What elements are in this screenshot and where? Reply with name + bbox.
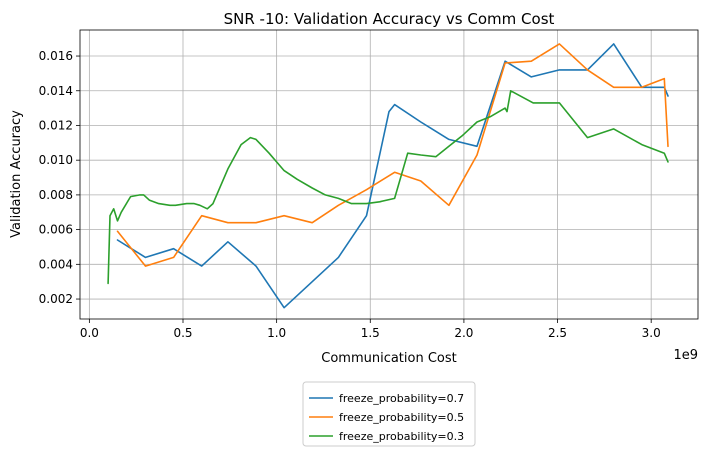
y-tick-label: 0.010 [39, 153, 73, 167]
y-tick-label: 0.002 [39, 292, 73, 306]
chart-title: SNR -10: Validation Accuracy vs Comm Cos… [224, 10, 555, 28]
x-axis-ticks: 0.0 0.5 1.0 1.5 2.0 2.5 3.0 [80, 319, 661, 340]
x-tick-label: 3.0 [642, 326, 661, 340]
legend: freeze_probability=0.7 freeze_probability… [302, 381, 476, 447]
y-axis-label: Validation Accuracy [9, 110, 24, 238]
y-tick-label: 0.008 [39, 188, 73, 202]
x-tick-label: 0.5 [173, 326, 192, 340]
x-tick-label: 2.5 [548, 326, 567, 340]
y-tick-label: 0.016 [39, 49, 73, 63]
legend-label-0: freeze_probability=0.7 [339, 392, 464, 405]
y-tick-label: 0.014 [39, 84, 73, 98]
legend-entries: freeze_probability=0.7 freeze_probability… [309, 392, 464, 443]
y-tick-label: 0.004 [39, 257, 73, 271]
x-tick-label: 1.0 [267, 326, 286, 340]
series-lines [107, 43, 669, 309]
series-line-2 [107, 90, 669, 285]
y-tick-label: 0.006 [39, 223, 73, 237]
grid-lines [80, 30, 698, 319]
series-line-1 [116, 43, 669, 267]
x-axis-label: Communication Cost [321, 351, 457, 366]
legend-frame [302, 381, 476, 447]
plot-area-frame [79, 29, 699, 320]
x-tick-label: 2.0 [454, 326, 473, 340]
x-axis-offset-label: 1e9 [673, 348, 698, 363]
y-tick-label: 0.012 [39, 118, 73, 132]
series-line-0 [116, 43, 669, 309]
y-axis-ticks: 0.002 0.004 0.006 0.008 0.010 0.012 0.014 0.016 [39, 49, 80, 306]
legend-label-1: freeze_probability=0.5 [339, 411, 464, 424]
x-tick-label: 1.5 [361, 326, 380, 340]
x-tick-label: 0.0 [80, 326, 99, 340]
legend-label-2: freeze_probability=0.3 [339, 430, 464, 443]
